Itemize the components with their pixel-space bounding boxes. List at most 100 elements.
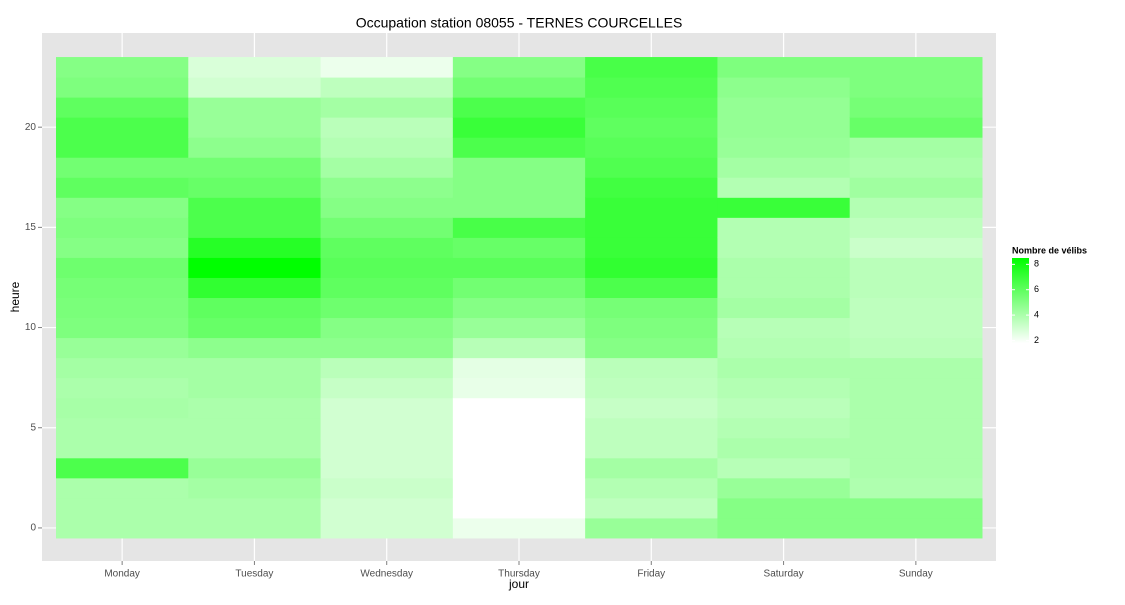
tile xyxy=(56,457,189,479)
tile xyxy=(717,297,851,319)
legend-tick-label: 8 xyxy=(1034,259,1039,269)
y-tick-label: 20 xyxy=(25,122,37,133)
tile xyxy=(56,157,189,178)
y-tick-label: 15 xyxy=(25,222,37,233)
tile xyxy=(320,437,454,459)
tile xyxy=(188,297,322,319)
tile xyxy=(585,277,718,299)
tile xyxy=(188,57,322,78)
tile xyxy=(56,217,189,238)
tile xyxy=(717,117,851,138)
tile xyxy=(849,397,983,419)
tile xyxy=(849,457,983,479)
tile xyxy=(320,417,454,439)
tile xyxy=(452,297,586,319)
x-tick-label: Friday xyxy=(637,569,665,580)
tile xyxy=(320,297,454,319)
tile xyxy=(717,237,851,258)
tile xyxy=(56,197,189,218)
tile xyxy=(585,217,718,238)
tile xyxy=(320,277,454,299)
tile xyxy=(849,157,983,178)
tile xyxy=(717,257,851,278)
tile xyxy=(452,157,586,178)
tile xyxy=(717,217,851,238)
tile xyxy=(188,177,322,198)
tile xyxy=(717,157,851,178)
tile xyxy=(188,497,322,519)
tile xyxy=(849,77,983,98)
tile xyxy=(585,457,718,479)
tile xyxy=(585,197,718,218)
tile xyxy=(188,357,322,379)
y-tick-label: 5 xyxy=(30,422,36,433)
tile xyxy=(188,97,322,118)
tile xyxy=(717,317,851,339)
tile xyxy=(849,137,983,158)
tile xyxy=(585,297,718,319)
tile xyxy=(188,277,322,299)
legend-title: Nombre de vélibs xyxy=(1012,245,1087,255)
tile xyxy=(452,97,586,118)
tile xyxy=(56,477,189,499)
tile xyxy=(849,177,983,198)
tile xyxy=(56,397,189,419)
legend-tick-label: 6 xyxy=(1034,284,1039,294)
x-tick-label: Sunday xyxy=(899,569,933,580)
tile xyxy=(320,517,454,539)
tile xyxy=(188,337,322,359)
chart-title: Occupation station 08055 - TERNES COURCE… xyxy=(356,15,683,31)
tile xyxy=(56,377,189,399)
tile xyxy=(452,497,586,519)
tile xyxy=(188,77,322,98)
tile xyxy=(849,297,983,319)
tile xyxy=(188,517,322,539)
tile xyxy=(452,177,586,198)
tile xyxy=(849,377,983,399)
tile xyxy=(849,97,983,118)
tile xyxy=(452,437,586,459)
tile xyxy=(320,217,454,238)
tile xyxy=(188,317,322,339)
tile xyxy=(717,177,851,198)
tile xyxy=(56,57,189,78)
tile xyxy=(452,137,586,158)
tile xyxy=(585,97,718,118)
x-tick-label: Wednesday xyxy=(360,569,413,580)
tile xyxy=(452,377,586,399)
tile xyxy=(56,417,189,439)
tile xyxy=(452,397,586,419)
tile xyxy=(717,417,851,439)
tile xyxy=(717,477,851,499)
tile xyxy=(56,317,189,339)
tile xyxy=(320,477,454,499)
colorbar xyxy=(1012,258,1029,343)
tile xyxy=(56,77,189,98)
tile xyxy=(585,257,718,278)
tile xyxy=(849,497,983,519)
tile xyxy=(717,77,851,98)
tile xyxy=(320,357,454,379)
tile xyxy=(717,337,851,359)
tile xyxy=(849,277,983,299)
tile xyxy=(56,117,189,138)
tile xyxy=(849,257,983,278)
tile xyxy=(849,237,983,258)
tile xyxy=(320,157,454,178)
tile xyxy=(452,317,586,339)
y-tick-label: 0 xyxy=(30,523,36,534)
tile xyxy=(188,117,322,138)
tile xyxy=(717,137,851,158)
tile xyxy=(585,77,718,98)
tile xyxy=(452,77,586,98)
tile xyxy=(320,497,454,519)
x-axis-label: jour xyxy=(508,577,529,591)
tile xyxy=(188,137,322,158)
tile xyxy=(585,117,718,138)
tile xyxy=(585,397,718,419)
tile xyxy=(717,277,851,299)
tile xyxy=(717,197,851,218)
tile xyxy=(320,457,454,479)
tile xyxy=(452,217,586,238)
tile xyxy=(452,337,586,359)
